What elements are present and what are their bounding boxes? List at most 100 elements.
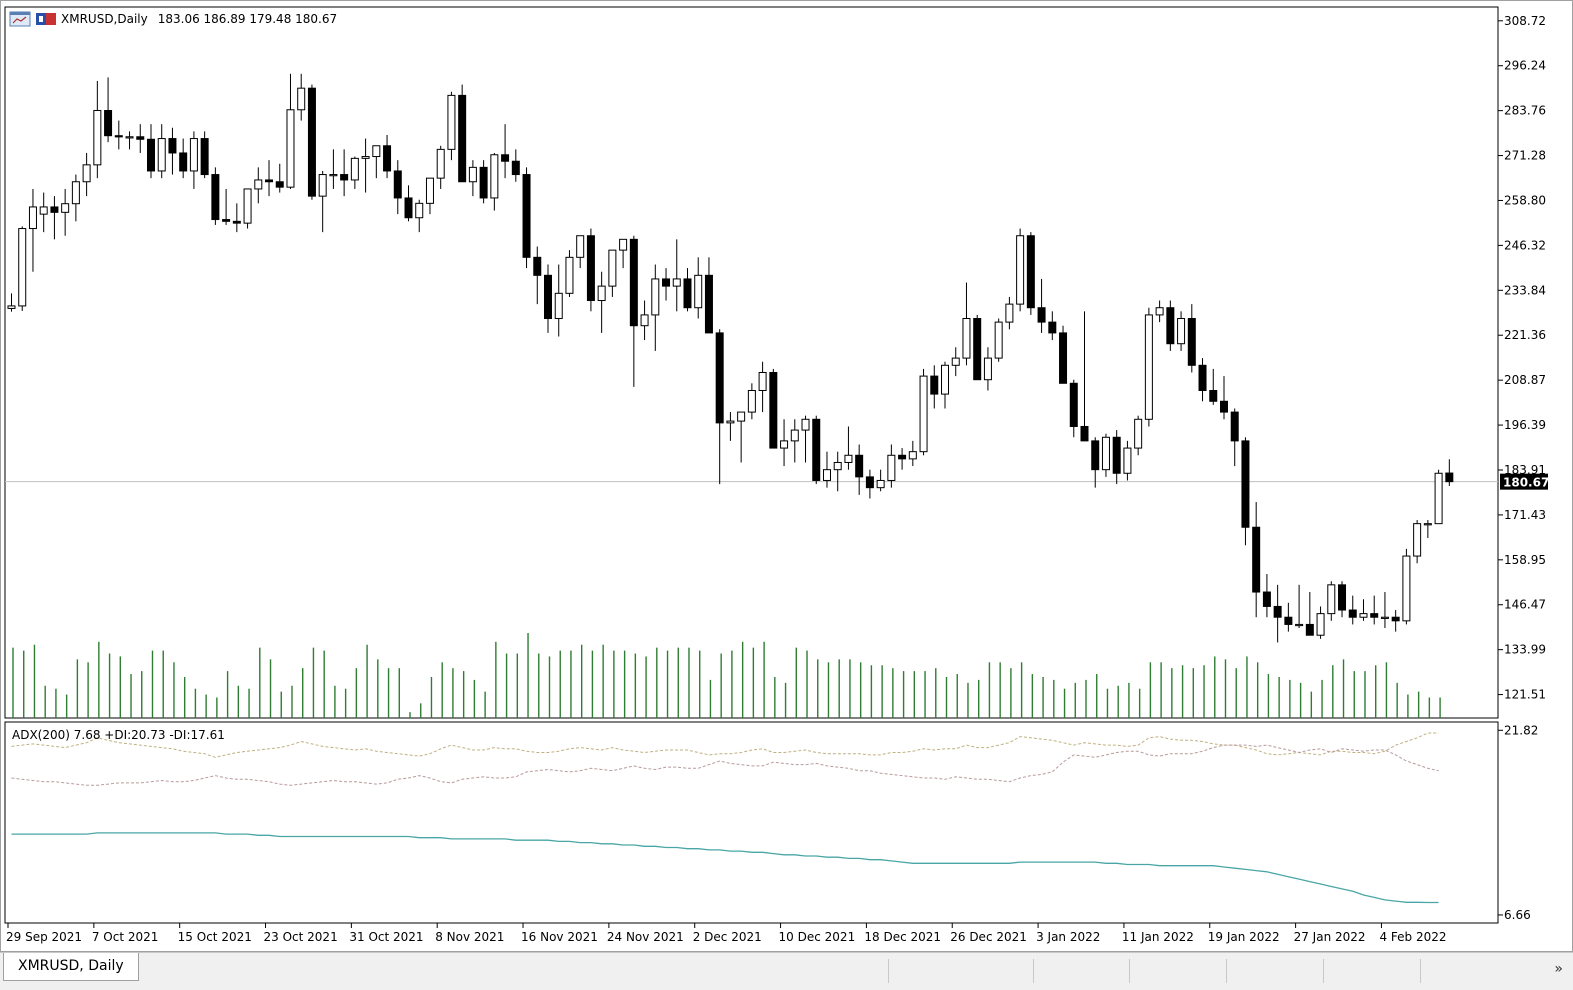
candle-body-bear: [1338, 584, 1347, 611]
candle-body-bull: [297, 87, 306, 111]
candle-body-bull: [790, 429, 799, 442]
candle-body-bull: [1423, 523, 1432, 526]
candle: [576, 235, 585, 269]
candle: [50, 196, 59, 240]
ind-y-tick-label: 6.66: [1504, 908, 1531, 922]
chart-canvas[interactable]: 308.72 296.24 283.76 271.28 258.80 246.32 233.…: [1, 1, 1572, 951]
candle-body-bear: [1026, 235, 1035, 309]
candle: [694, 257, 703, 319]
candle: [7, 293, 16, 312]
tab-xmrusd-daily[interactable]: XMRUSD, Daily: [3, 953, 139, 981]
candle-body-bull: [425, 177, 434, 204]
chart-window-icon[interactable]: [9, 11, 31, 27]
candle: [651, 264, 660, 351]
candle-body-bull: [801, 418, 810, 431]
candle-body-bear: [715, 332, 724, 424]
candle-body-bull: [329, 174, 338, 177]
candle-body-bear: [1080, 425, 1089, 442]
candle-body-bear: [146, 138, 155, 172]
candle-body-bear: [812, 418, 821, 481]
y-tick-label: 158.95: [1504, 553, 1546, 567]
candle-body-bull: [941, 364, 950, 395]
candle-body-bear: [1262, 591, 1271, 607]
tab-scroll-right-icon[interactable]: »: [1554, 961, 1563, 977]
candle-body-bear: [855, 454, 864, 478]
candle-body-bear: [1112, 436, 1121, 474]
candle: [361, 138, 370, 193]
candle: [640, 300, 649, 341]
candle-body-bull: [318, 174, 327, 197]
y-tick-label: 246.32: [1504, 238, 1546, 252]
candle-body-bull: [672, 278, 681, 287]
candle-body-bull: [1005, 303, 1014, 323]
candle-body-bull: [189, 138, 198, 172]
candle-body-bull: [919, 375, 928, 453]
candle: [833, 451, 842, 492]
candle: [1144, 307, 1153, 427]
chart-window[interactable]: 308.72 296.24 283.76 271.28 258.80 246.32 233.…: [0, 0, 1573, 952]
candle-body-bull: [1101, 436, 1110, 471]
candle-body-bull: [576, 235, 585, 258]
candle-body-bull: [780, 440, 789, 449]
candle-body-bull: [619, 238, 628, 251]
adx-line: [11, 832, 1439, 904]
y-tick-label: 258.80: [1504, 193, 1546, 207]
candle-body-bear: [1241, 440, 1250, 528]
candle: [801, 415, 810, 463]
candle: [1402, 548, 1411, 625]
candle-body-bull: [28, 206, 37, 230]
candle: [61, 188, 70, 236]
tab-separator: [888, 959, 889, 983]
candle: [973, 314, 982, 381]
candle-body-bear: [930, 375, 939, 395]
y-tick-label: 271.28: [1504, 149, 1546, 163]
candle: [490, 152, 499, 211]
candle: [1413, 520, 1422, 564]
candle: [898, 448, 907, 470]
candle: [855, 444, 864, 495]
candle-body-bull: [415, 202, 424, 219]
candle: [737, 411, 746, 463]
candle-body-bull: [983, 357, 992, 381]
candle: [1445, 459, 1454, 486]
candle-body-bull: [490, 154, 499, 199]
candle-body-bull: [1123, 447, 1132, 474]
candle: [125, 131, 134, 150]
candle: [983, 347, 992, 391]
candle: [1305, 592, 1314, 636]
candle: [501, 124, 510, 179]
candle: [18, 226, 27, 311]
candle: [1005, 296, 1014, 330]
y-tick-label: 221.36: [1504, 328, 1546, 342]
candle: [683, 268, 692, 312]
candle: [865, 469, 874, 499]
y-tick-label: 233.84: [1504, 283, 1546, 297]
candle: [189, 131, 198, 189]
candle-body-bull: [876, 479, 885, 489]
candle: [726, 412, 735, 441]
candle: [812, 415, 821, 485]
candle: [951, 347, 960, 377]
candle-body-bear: [114, 135, 123, 138]
candle-body-bull: [554, 292, 563, 320]
candle: [769, 368, 778, 449]
candle-body-bull: [962, 318, 971, 359]
candle-body-bull: [39, 206, 48, 215]
candle: [71, 174, 80, 222]
candle: [554, 264, 563, 337]
candle-body-bull: [908, 451, 917, 460]
candle-body-bull: [157, 138, 166, 172]
candle: [1359, 599, 1368, 621]
y-tick-label: 121.51: [1504, 688, 1546, 702]
candle-body-bull: [243, 188, 252, 224]
candle: [1370, 595, 1379, 625]
candle-body-bull: [951, 357, 960, 366]
candle: [1327, 581, 1336, 621]
x-tick-label: 19 Jan 2022: [1208, 930, 1280, 944]
candle-body-bear: [1252, 526, 1261, 593]
indicator-plot-frame: [4, 721, 1499, 924]
candle-body-bear: [511, 160, 520, 176]
candle-body-bear: [479, 166, 488, 199]
candle: [1198, 358, 1207, 402]
candle-body-bear: [898, 454, 907, 460]
